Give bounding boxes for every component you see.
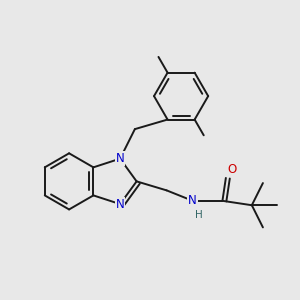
Text: N: N xyxy=(188,194,197,207)
Text: O: O xyxy=(227,163,237,176)
Text: N: N xyxy=(116,198,124,211)
Text: N: N xyxy=(116,152,124,165)
Text: H: H xyxy=(195,210,203,220)
